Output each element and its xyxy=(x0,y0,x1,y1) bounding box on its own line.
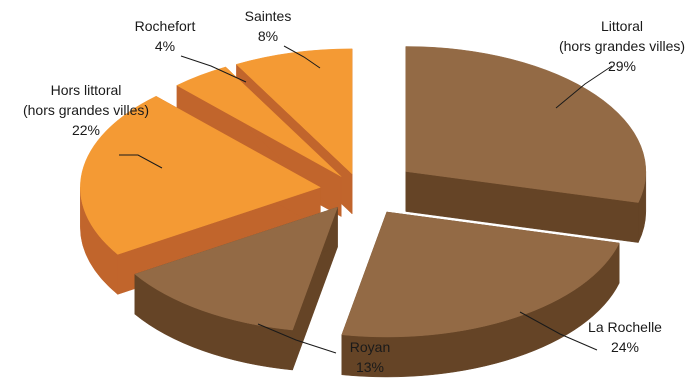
label-hors-littoral-hors-grandes-villes-name: Hors littoral xyxy=(51,82,122,98)
label-royan-name: Royan xyxy=(350,339,390,355)
slice-littoral-hors-grandes-villes-top xyxy=(405,46,647,203)
slice-saintes-top xyxy=(235,48,353,175)
slice-royan-top xyxy=(134,206,338,331)
label-saintes-name: Saintes xyxy=(245,8,292,24)
label-littoral-hors-grandes-villes-percent: 29% xyxy=(608,58,636,74)
label-royan-percent: 13% xyxy=(356,359,384,375)
label-littoral-hors-grandes-villes-name: Littoral xyxy=(601,18,643,34)
label-royan-leader-line xyxy=(257,323,337,354)
label-la-rochelle-leader-line xyxy=(519,311,598,351)
label-la-rochelle-name: La Rochelle xyxy=(588,319,662,335)
label-hors-littoral-hors-grandes-villes-name: (hors grandes villes) xyxy=(23,102,149,118)
label-littoral-hors-grandes-villes-leader-line xyxy=(555,65,613,109)
slice-hors-littoral-hors-grandes-villes-top xyxy=(80,95,321,255)
label-hors-littoral-hors-grandes-villes-leader-line xyxy=(119,154,163,169)
slice-littoral-hors-grandes-villes xyxy=(405,46,647,243)
slice-la-rochelle-top xyxy=(341,211,620,338)
label-la-rochelle-percent: 24% xyxy=(611,339,639,355)
label-saintes-leader-line xyxy=(283,45,321,69)
slice-rochefort-top xyxy=(176,66,342,177)
slice-royan xyxy=(134,206,338,371)
label-rochefort-name: Rochefort xyxy=(135,18,196,34)
label-rochefort-leader-line xyxy=(180,55,247,83)
label-rochefort-percent: 4% xyxy=(155,38,175,54)
label-littoral-hors-grandes-villes-name: (hors grandes villes) xyxy=(559,38,685,54)
label-hors-littoral-hors-grandes-villes-percent: 22% xyxy=(72,122,100,138)
slice-la-rochelle xyxy=(341,211,620,378)
label-saintes-percent: 8% xyxy=(258,28,278,44)
